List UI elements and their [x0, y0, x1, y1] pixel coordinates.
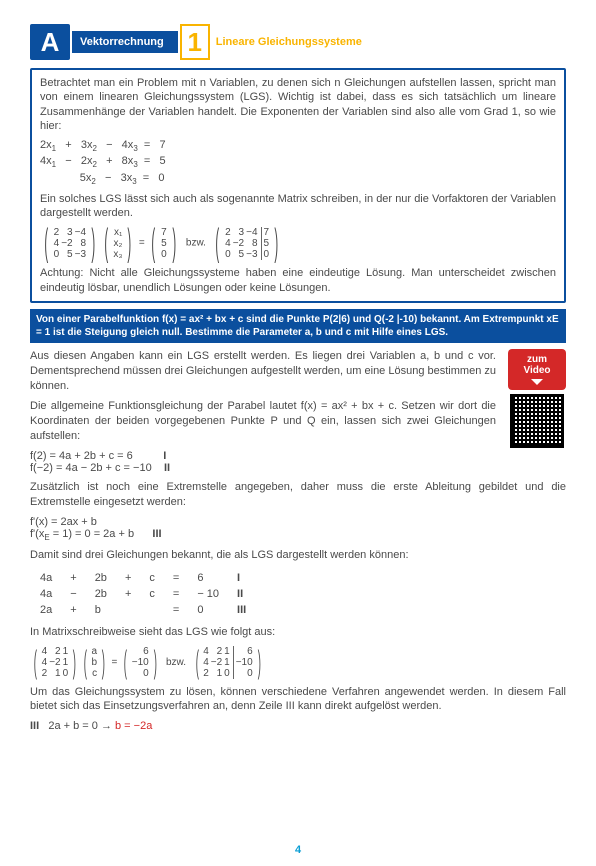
- final-eq: 2a + b = 0 →: [48, 720, 115, 732]
- page-header: A Vektorrechnung 1 Lineare Gleichungssys…: [0, 24, 596, 60]
- eq-label-1: I: [163, 450, 166, 462]
- video-line2: Video: [510, 365, 564, 376]
- section-number: 1: [180, 24, 210, 60]
- video-sidebar: zum Video: [508, 349, 566, 448]
- play-arrow-icon: [531, 379, 543, 385]
- deriv-2: f'(xE = 1) = 0 = 2a + b: [30, 528, 134, 540]
- derivative-group: f'(x) = 2ax + b f'(xE = 1) = 0 = 2a + b …: [30, 516, 566, 542]
- theory-box: Betrachtet man ein Problem mit n Variabl…: [30, 68, 566, 303]
- solution-p3: Zusätzlich ist noch eine Extremstelle an…: [30, 480, 566, 510]
- solution-p2: Die allgemeine Funktionsgleichung der Pa…: [30, 399, 566, 444]
- lgs-table: 4a+2b+c=6I 4a−2b+c=− 10II 2a+b=0III: [30, 569, 256, 619]
- table-row: 4a+2b+c=6I: [32, 571, 254, 585]
- chapter-title: Vektorrechnung: [72, 31, 178, 53]
- eq-f2: f(2) = 4a + 2b + c = 6: [30, 450, 133, 462]
- final-line: III 2a + b = 0 → b = −2a: [30, 720, 566, 732]
- qr-code[interactable]: [510, 394, 564, 448]
- matrix-display-2: ( 4 4 2 2 −2 11 1 0 ) ( a b c ) = ( 6 −1…: [30, 646, 566, 679]
- intro-text: Betrachtet man ein Problem mit n Variabl…: [40, 76, 556, 133]
- table-row: 2a+b=0III: [32, 603, 254, 617]
- final-label: III: [30, 720, 39, 732]
- table-row: 4a−2b+c=− 10II: [32, 587, 254, 601]
- eq-label-3: III: [152, 528, 161, 540]
- deriv-1: f'(x) = 2ax + b: [30, 516, 566, 528]
- eq-group-1: f(2) = 4a + 2b + c = 6 I f(−2) = 4a − 2b…: [30, 450, 566, 474]
- warning-text: Achtung: Nicht alle Gleichungssysteme ha…: [40, 266, 556, 295]
- video-button[interactable]: zum Video: [508, 349, 566, 390]
- chapter-badge: A: [30, 24, 70, 60]
- matrix-note: Ein solches LGS lässt sich auch als soge…: [40, 192, 556, 221]
- section-subtitle: Lineare Gleichungssysteme: [216, 36, 362, 48]
- eq-label-2: II: [164, 462, 170, 474]
- problem-statement: Von einer Parabelfunktion f(x) = ax² + b…: [30, 309, 566, 343]
- solution-body: zum Video Aus diesen Angaben kann ein LG…: [30, 349, 566, 732]
- solution-p5: In Matrixschreibweise sieht das LGS wie …: [30, 625, 566, 640]
- final-result: b = −2a: [115, 720, 152, 732]
- video-line1: zum: [510, 354, 564, 365]
- solution-p6: Um das Gleichungssystem zu lösen, können…: [30, 685, 566, 715]
- eq-fm2: f(−2) = 4a − 2b + c = −10: [30, 462, 152, 474]
- page-number: 4: [0, 844, 596, 856]
- solution-p4: Damit sind drei Gleichungen bekannt, die…: [30, 548, 566, 563]
- matrix-display: ( 2 4 0 3 −2 5−4 8 −3 ) ( x₁ x₂ x₃ ) = (…: [40, 226, 556, 260]
- solution-p1: Aus diesen Angaben kann ein LGS erstellt…: [30, 349, 566, 394]
- equation-system: 2x1 + 3x2 − 4x3 = 7 4x1 − 2x2 + 8x3 = 5 …: [40, 139, 556, 186]
